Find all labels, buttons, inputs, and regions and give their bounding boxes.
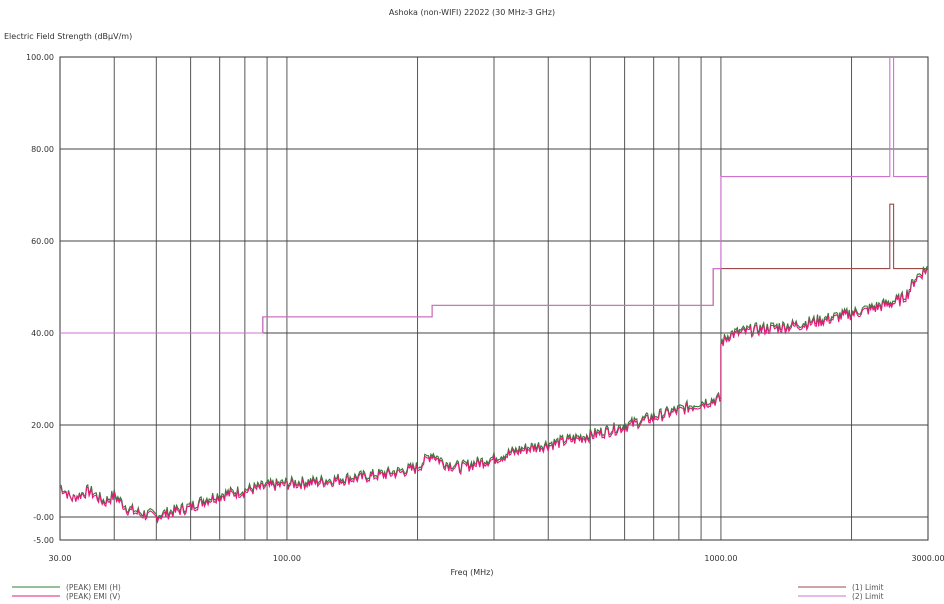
y-tick-label: 40.00	[31, 329, 54, 338]
series-group	[60, 57, 928, 524]
y-tick-label: -0.00	[33, 513, 54, 522]
legend-label: (PEAK) EMI (V)	[66, 592, 120, 601]
y-tick-label: -5.00	[33, 536, 54, 545]
peak-emi-v-series	[60, 268, 928, 524]
legend-label: (2) Limit	[852, 592, 884, 601]
x-tick-label: 1000.00	[704, 554, 737, 563]
y-tick-label: 20.00	[31, 421, 54, 430]
legend-label: (1) Limit	[852, 583, 884, 592]
2-limit-series	[60, 57, 928, 334]
x-tick-label: 30.00	[49, 554, 72, 563]
y-tick-label: 80.00	[31, 145, 54, 154]
x-tick-label: 100.00	[273, 554, 301, 563]
tick-labels: -5.00 -0.00 20.00 40.00 60.00 80.00 100.00 30.0…	[26, 53, 944, 563]
y-axis-label: Electric Field Strength (dBµV/m)	[4, 32, 133, 41]
legend: (PEAK) EMI (H)(PEAK) EMI (V) (1) Limit(2)…	[12, 583, 884, 601]
x-tick-label: 3000.00	[911, 554, 944, 563]
grid	[60, 57, 928, 540]
legend-label: (PEAK) EMI (H)	[66, 583, 121, 592]
y-tick-label: 100.00	[26, 53, 54, 62]
x-axis-label: Freq (MHz)	[450, 568, 494, 577]
y-tick-label: 60.00	[31, 237, 54, 246]
chart-title: Ashoka (non-WIFI) 22022 (30 MHz-3 GHz)	[388, 8, 556, 17]
